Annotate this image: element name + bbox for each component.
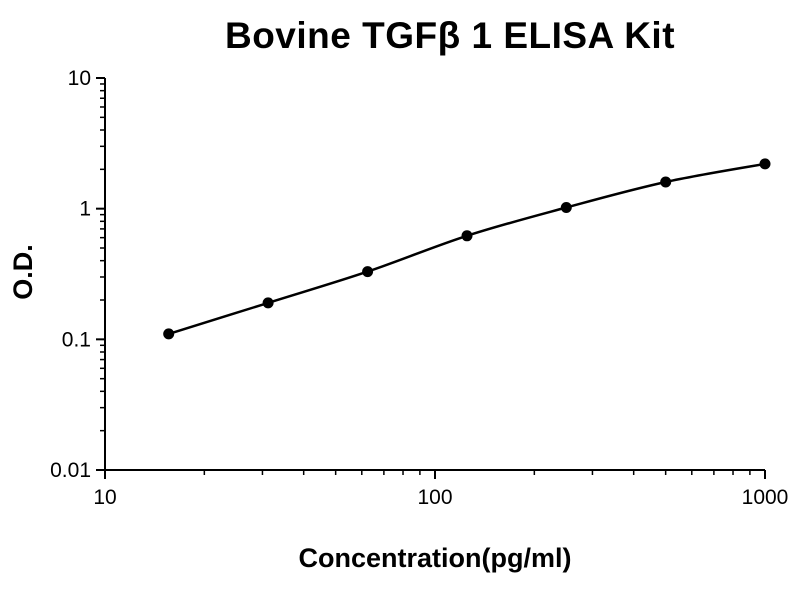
data-point-marker [461, 230, 473, 242]
data-point-marker [759, 158, 771, 170]
y-axis-label: O.D. [8, 244, 38, 300]
data-point-marker [262, 297, 274, 309]
x-axis-label: Concentration(pg/ml) [299, 543, 572, 573]
y-tick-label: 0.1 [62, 328, 91, 351]
x-tick-label: 100 [417, 486, 452, 509]
x-tick-label: 1000 [742, 486, 789, 509]
chart-title: Bovine TGFβ 1 ELISA Kit [225, 15, 675, 56]
axes-line [104, 78, 765, 471]
y-tick-label: 0.01 [50, 459, 91, 482]
x-tick-label: 10 [93, 486, 116, 509]
data-point-marker [163, 328, 175, 340]
data-point-marker [660, 176, 672, 188]
plot-area: 0.01 0.1 1 10 10 100 1000 [50, 67, 788, 509]
data-point-marker [362, 266, 374, 278]
standard-curve-line [167, 162, 767, 336]
y-tick-label: 10 [68, 67, 91, 90]
data-point-marker [560, 202, 572, 213]
y-tick-label: 1 [79, 198, 91, 221]
